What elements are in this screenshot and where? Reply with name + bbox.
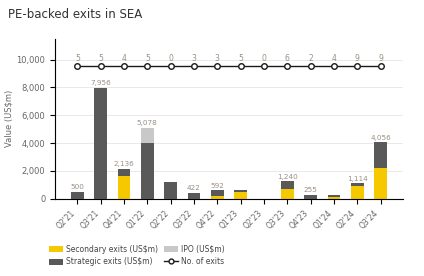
Bar	[234, 192, 247, 199]
Text: 4: 4	[332, 54, 336, 63]
Bar	[164, 182, 177, 199]
Bar	[304, 195, 317, 199]
Text: 422: 422	[187, 185, 201, 191]
Text: 9: 9	[378, 54, 383, 63]
Text: 0: 0	[168, 54, 173, 63]
Text: 5: 5	[145, 54, 150, 63]
Bar	[117, 176, 131, 199]
Text: PE-backed exits in SEA: PE-backed exits in SEA	[8, 8, 143, 21]
Text: 500: 500	[70, 184, 84, 190]
Bar	[374, 168, 387, 199]
Bar	[351, 183, 364, 186]
Text: 0: 0	[262, 54, 266, 63]
Text: 6: 6	[285, 54, 290, 63]
Bar	[187, 193, 201, 199]
Text: 1,114: 1,114	[347, 176, 368, 182]
Text: 3: 3	[215, 54, 220, 63]
Bar	[327, 197, 340, 199]
Bar	[71, 192, 84, 199]
Legend: Secondary exits (US$m), Strategic exits (US$m), IPO (US$m), No. of exits: Secondary exits (US$m), Strategic exits …	[46, 242, 228, 269]
Text: 2: 2	[308, 54, 313, 63]
Text: 4: 4	[122, 54, 126, 63]
Bar	[234, 190, 247, 192]
Text: 1,240: 1,240	[277, 174, 298, 180]
Text: 9: 9	[355, 54, 360, 63]
Bar	[211, 196, 224, 199]
Text: 5: 5	[98, 54, 103, 63]
Text: 3: 3	[192, 54, 196, 63]
Text: 5: 5	[238, 54, 243, 63]
Bar	[141, 143, 154, 199]
Bar	[94, 88, 107, 199]
Text: 2,136: 2,136	[114, 161, 134, 167]
Y-axis label: Value (US$m): Value (US$m)	[5, 90, 14, 147]
Bar	[327, 195, 340, 197]
Text: 592: 592	[210, 183, 224, 189]
Bar	[351, 186, 364, 199]
Text: 5: 5	[75, 54, 80, 63]
Bar	[374, 142, 387, 168]
Bar	[211, 190, 224, 196]
Text: 255: 255	[304, 187, 318, 193]
Bar	[281, 189, 294, 199]
Text: 5,078: 5,078	[137, 120, 158, 126]
Text: 4,056: 4,056	[370, 135, 391, 140]
Bar	[141, 128, 154, 143]
Text: 7,956: 7,956	[90, 80, 111, 86]
Bar	[281, 181, 294, 189]
Bar	[117, 169, 131, 176]
